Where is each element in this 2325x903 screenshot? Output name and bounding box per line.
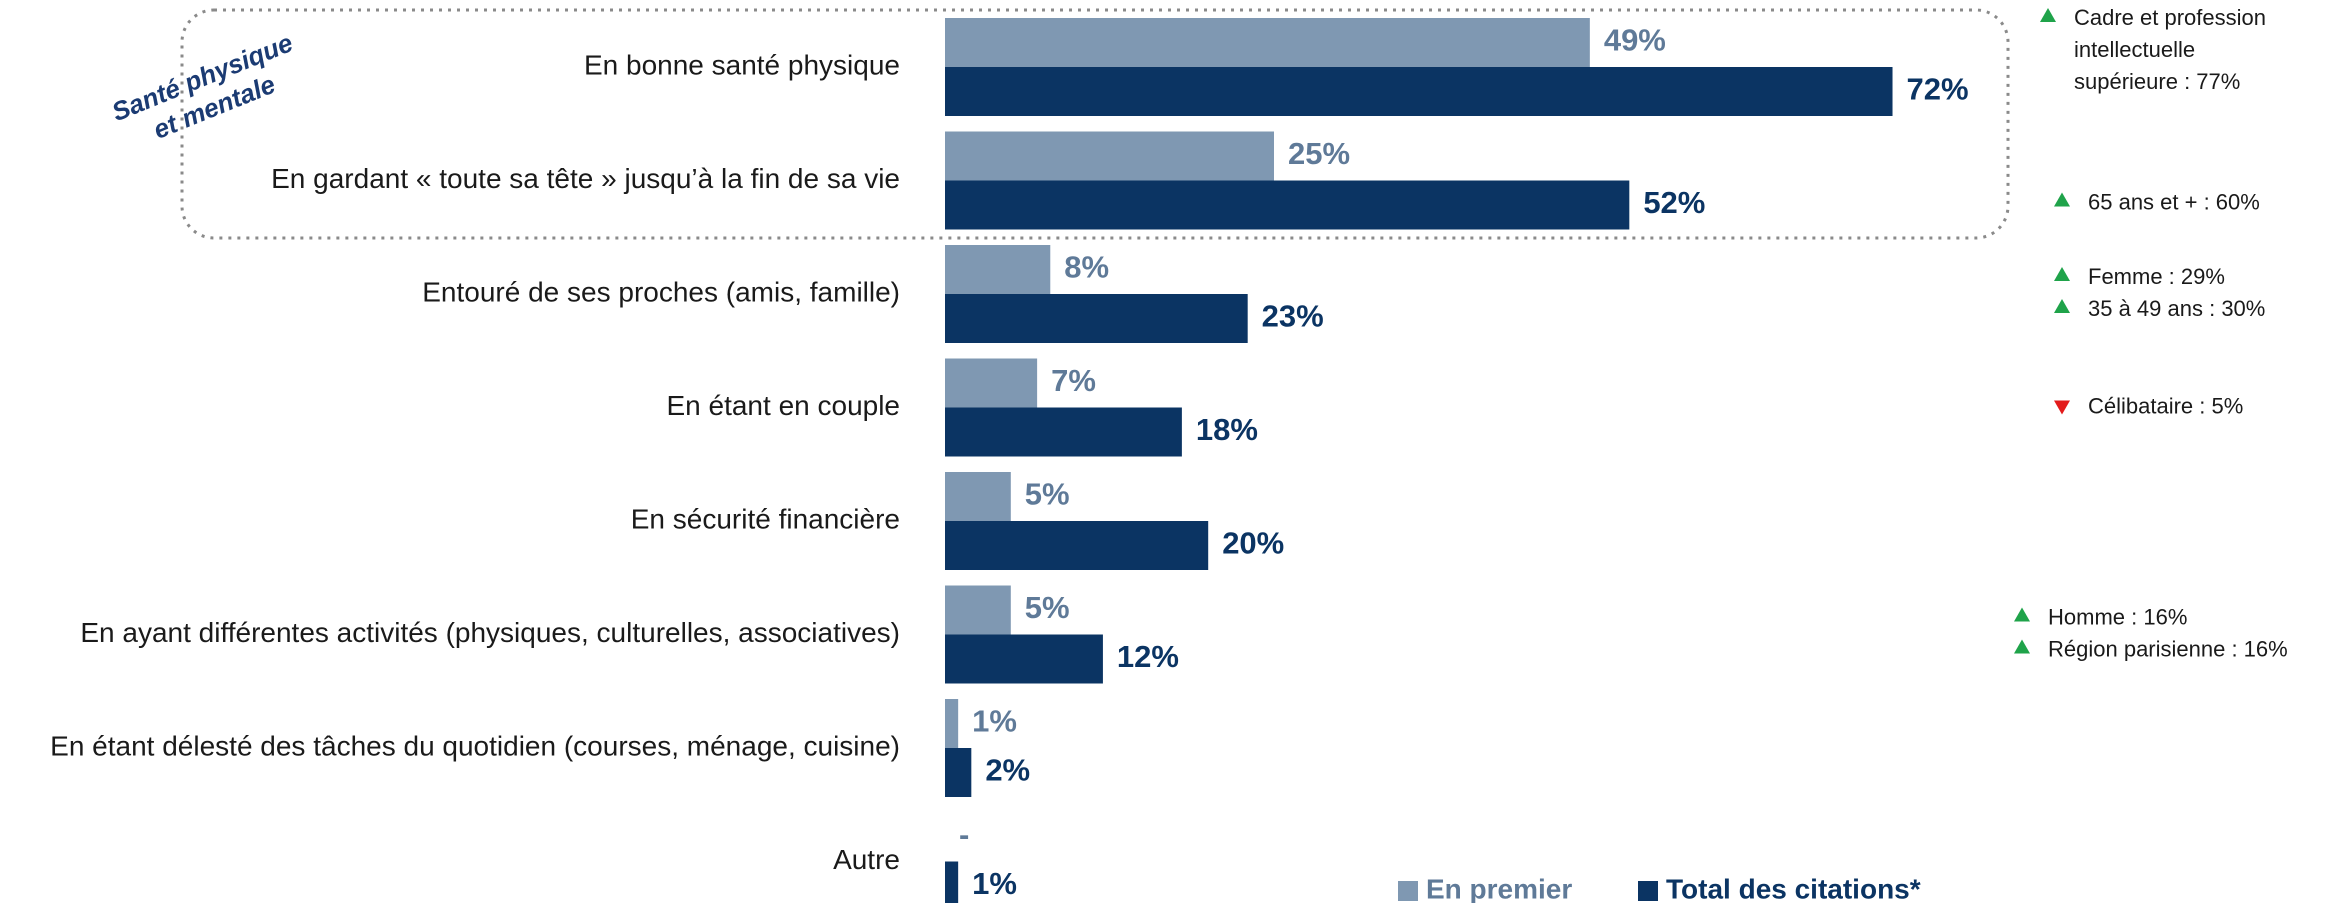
value-label: 49% bbox=[1604, 23, 1666, 58]
trend-triangle bbox=[2014, 639, 2030, 654]
trend-triangle bbox=[2054, 299, 2070, 313]
value-label: 5% bbox=[1025, 590, 1070, 625]
category-label: En gardant « toute sa tête » jusqu’à la … bbox=[271, 163, 900, 194]
bar bbox=[945, 18, 1590, 67]
trend-triangle bbox=[2054, 267, 2070, 281]
trend-triangle bbox=[2040, 8, 2056, 22]
bar bbox=[945, 634, 1103, 684]
value-label: 5% bbox=[1025, 477, 1070, 512]
bar bbox=[945, 472, 1011, 521]
value-label: 20% bbox=[1222, 526, 1284, 561]
value-label: 1% bbox=[972, 704, 1017, 739]
annotation-text: 65 ans et + : 60% bbox=[2088, 189, 2260, 214]
annotation-text: Région parisienne : 16% bbox=[2048, 636, 2288, 661]
bar bbox=[945, 245, 1051, 294]
bar bbox=[945, 585, 1011, 635]
value-label: 2% bbox=[985, 753, 1030, 788]
category-label: Entouré de ses proches (amis, famille) bbox=[422, 276, 900, 307]
annotation-text: intellectuelle bbox=[2074, 37, 2195, 62]
annotation-text: Célibataire : 5% bbox=[2088, 393, 2243, 418]
annotation-text: Homme : 16% bbox=[2048, 604, 2187, 629]
bar bbox=[945, 748, 972, 797]
bar bbox=[945, 131, 1274, 181]
category-label: Autre bbox=[833, 844, 900, 875]
category-label: En sécurité financière bbox=[631, 503, 900, 534]
bar bbox=[945, 407, 1182, 457]
bar bbox=[945, 861, 959, 903]
value-label: - bbox=[959, 817, 969, 852]
category-label: En bonne santé physique bbox=[584, 49, 900, 80]
category-label: En ayant différentes activités (physique… bbox=[80, 617, 900, 648]
value-label: 1% bbox=[972, 866, 1017, 901]
legend-swatch bbox=[1398, 881, 1418, 901]
value-label: 12% bbox=[1117, 639, 1179, 674]
value-label: 25% bbox=[1288, 136, 1350, 171]
value-label: 7% bbox=[1051, 363, 1096, 398]
value-label: 72% bbox=[1907, 72, 1969, 107]
annotation-text: supérieure : 77% bbox=[2074, 69, 2240, 94]
trend-triangle bbox=[2014, 607, 2030, 622]
value-label: 8% bbox=[1064, 250, 1109, 285]
category-label: En étant en couple bbox=[666, 390, 900, 421]
value-label: 52% bbox=[1643, 185, 1705, 220]
bar bbox=[945, 67, 1893, 116]
legend-label: En premier bbox=[1426, 873, 1572, 903]
annotation-text: Femme : 29% bbox=[2088, 264, 2225, 289]
trend-triangle bbox=[2054, 400, 2070, 415]
annotation-text: Cadre et profession bbox=[2074, 5, 2266, 30]
legend-swatch bbox=[1638, 881, 1658, 901]
annotation-text: 35 à 49 ans : 30% bbox=[2088, 296, 2265, 321]
bar bbox=[945, 358, 1038, 408]
bar bbox=[945, 180, 1630, 230]
value-label: 23% bbox=[1262, 299, 1324, 334]
legend-label: Total des citations* bbox=[1666, 873, 1921, 903]
trend-triangle bbox=[2054, 192, 2070, 207]
bar bbox=[945, 699, 959, 748]
bar bbox=[945, 294, 1248, 343]
value-label: 18% bbox=[1196, 412, 1258, 447]
group-box bbox=[180, 8, 2010, 240]
bar bbox=[945, 521, 1209, 570]
category-label: En étant délesté des tâches du quotidien… bbox=[50, 730, 900, 761]
